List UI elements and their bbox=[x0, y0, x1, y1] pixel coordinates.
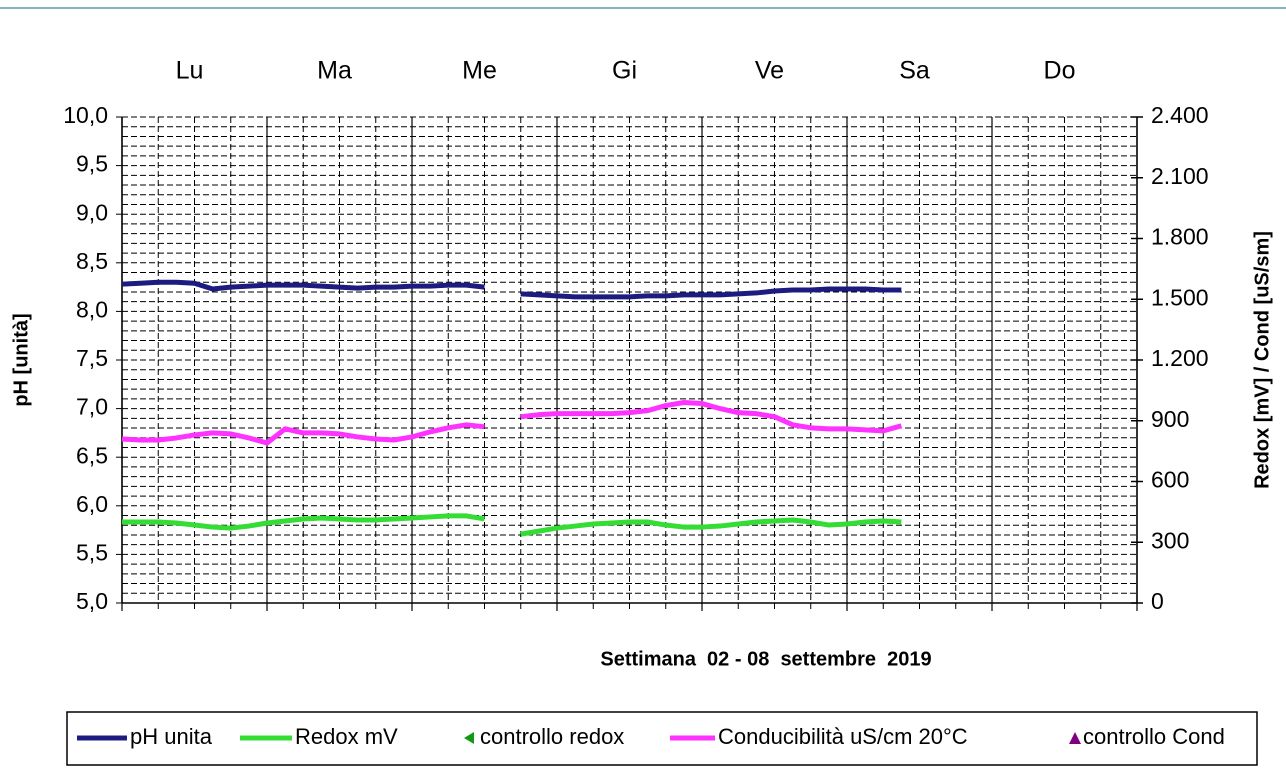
day-label: Do bbox=[1044, 57, 1076, 85]
y-tick-label: 5,5 bbox=[76, 539, 108, 565]
y-tick-label: 9,5 bbox=[76, 151, 108, 177]
y-tick-label: 5,0 bbox=[76, 588, 108, 614]
series-line bbox=[121, 279, 902, 300]
day-label: Me bbox=[462, 57, 497, 85]
y-tick-label: 7,0 bbox=[76, 394, 108, 420]
y2-tick-label: 1.200 bbox=[1151, 345, 1209, 371]
y2-tick-label: 2.400 bbox=[1151, 102, 1209, 128]
legend-marker bbox=[1069, 732, 1081, 744]
series-line bbox=[122, 513, 902, 537]
legend-marker bbox=[464, 732, 474, 744]
x-axis-label: Settimana 02 - 08 settembre 2019 bbox=[600, 648, 931, 670]
y-axis-label: pH [unità] bbox=[10, 313, 32, 406]
legend-label: controllo redox bbox=[480, 724, 624, 749]
day-label: Lu bbox=[176, 57, 204, 85]
legend-label: pH unita bbox=[130, 724, 213, 749]
day-label: Ma bbox=[317, 57, 352, 85]
y2-tick-label: 600 bbox=[1151, 467, 1189, 493]
y2-tick-label: 0 bbox=[1151, 588, 1164, 614]
day-label: Ve bbox=[755, 57, 784, 85]
y2-tick-label: 1.800 bbox=[1151, 224, 1209, 250]
y2-tick-label: 1.500 bbox=[1151, 284, 1209, 310]
y2-tick-label: 2.100 bbox=[1151, 163, 1209, 189]
legend-label: controllo Cond bbox=[1083, 724, 1225, 749]
y-tick-label: 8,0 bbox=[76, 296, 108, 322]
legend-label: Conducibilità uS/cm 20°C bbox=[718, 724, 968, 749]
y-tick-label: 8,5 bbox=[76, 248, 108, 274]
y-tick-label: 6,0 bbox=[76, 491, 108, 517]
y-tick-label: 9,0 bbox=[76, 199, 108, 225]
y-tick-label: 7,5 bbox=[76, 345, 108, 371]
legend-box bbox=[66, 711, 1258, 766]
y-tick-label: 6,5 bbox=[76, 442, 108, 468]
y2-tick-label: 900 bbox=[1151, 406, 1189, 432]
y2-tick-label: 300 bbox=[1151, 527, 1189, 553]
legend-label: Redox mV bbox=[295, 724, 398, 749]
y2-axis-label: Redox [mV] / Cond [uS/sm] bbox=[1251, 231, 1273, 489]
series-line bbox=[121, 400, 903, 446]
day-label: Gi bbox=[612, 57, 637, 85]
day-label: Sa bbox=[899, 57, 930, 85]
y-tick-label: 10,0 bbox=[63, 102, 108, 128]
